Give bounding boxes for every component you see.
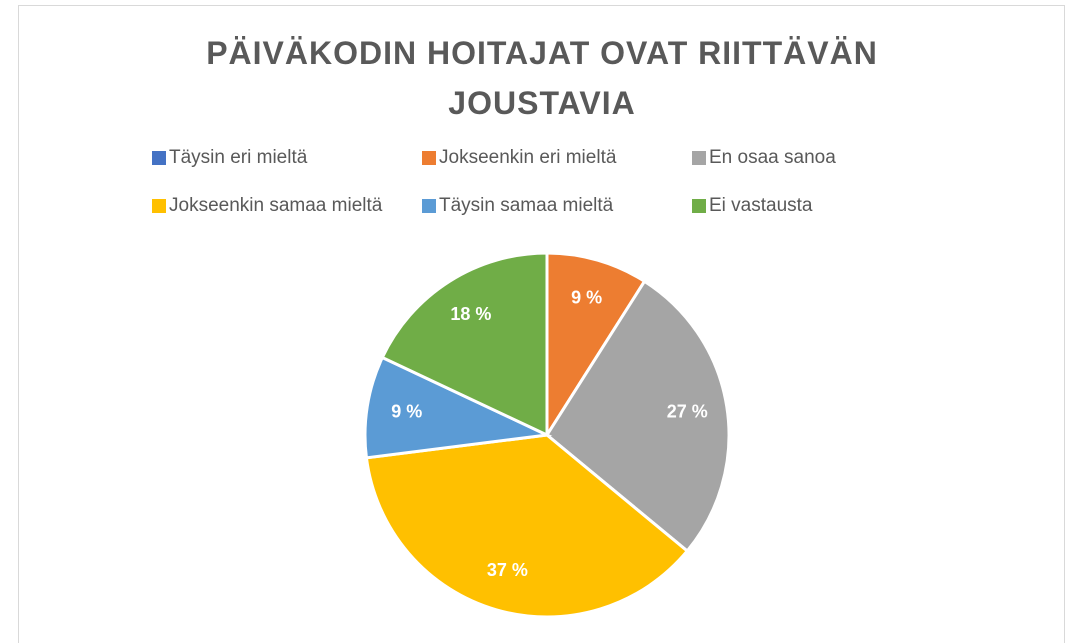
legend-swatch [422,199,436,213]
legend-swatch [152,199,166,213]
data-label: 27 % [667,402,708,422]
legend-label: Ei vastausta [709,195,813,216]
pie-slice [380,251,549,438]
legend-swatch [692,151,706,165]
pie-slice [364,433,690,619]
data-label: 18 % [450,304,491,324]
data-label: 9 % [571,287,602,307]
legend-label: Täysin eri mieltä [169,147,308,168]
legend-swatch [692,199,706,213]
legend-label: Täysin samaa mieltä [439,195,614,216]
chart-title: PÄIVÄKODIN HOITAJAT OVAT RIITTÄVÄN JOUST… [206,35,878,121]
legend-label: Jokseenkin eri mieltä [439,147,617,168]
legend-swatch [422,151,436,165]
chart-frame [18,5,1065,643]
legend-label: En osaa sanoa [709,147,836,168]
legend-label: Jokseenkin samaa mieltä [169,195,383,216]
data-label: 9 % [391,402,422,422]
pie-slice [363,355,553,460]
data-label: 37 % [487,560,528,580]
pie-slice [545,279,731,554]
pie-slice [545,251,647,441]
legend-swatch [152,151,166,165]
